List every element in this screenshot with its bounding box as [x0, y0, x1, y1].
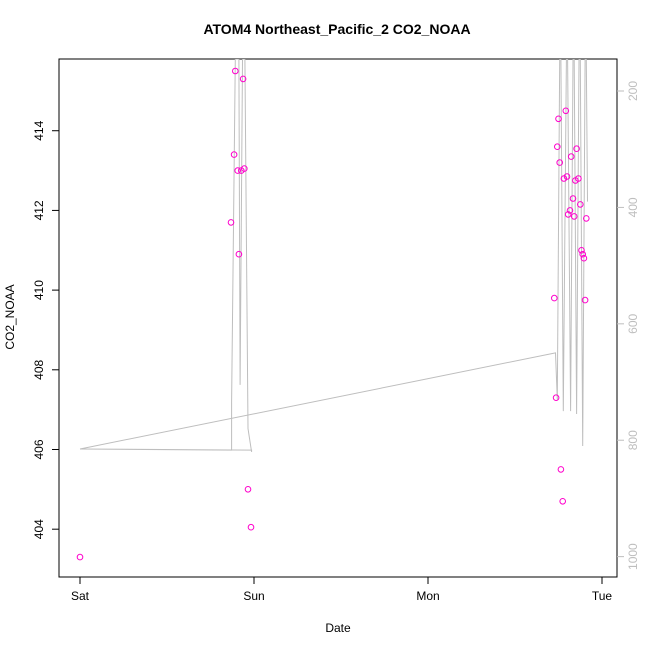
data-point-25: [570, 213, 578, 220]
y-left-tick-label-2: 408: [32, 359, 46, 379]
y-right-tick-label-4: 1000: [626, 543, 640, 570]
data-point-15: [556, 159, 564, 166]
data-point-29: [577, 201, 584, 208]
x-tick-label-1: Sun: [243, 589, 264, 603]
x-tick-label-3: Tue: [592, 589, 613, 603]
data-point-34: [583, 215, 590, 222]
y-right-tick-label-2: 600: [626, 313, 640, 333]
y-right-tick-label-0: 200: [626, 81, 640, 101]
chart-title: ATOM4 Northeast_Pacific_2 CO2_NOAA: [203, 21, 470, 37]
data-point-27: [573, 145, 580, 152]
data-point-4: [234, 167, 241, 174]
pressure-line-1: [79, 59, 253, 452]
data-point-24: [569, 195, 577, 202]
y-right-tick-label-3: 800: [626, 430, 640, 450]
data-point-10: [247, 523, 255, 531]
y-left-tick-label-5: 414: [32, 120, 46, 140]
plot-area: [58, 58, 618, 578]
data-point-5: [235, 250, 243, 258]
x-axis-label: Date: [325, 621, 351, 635]
co2-points: [76, 67, 590, 561]
data-point-33: [581, 296, 589, 304]
data-point-14: [555, 115, 562, 123]
y-left-tick-label-0: 404: [32, 519, 46, 539]
data-point-32: [580, 254, 588, 262]
x-tick-label-0: Sat: [71, 589, 90, 603]
data-point-22: [566, 207, 574, 214]
y-left-tick-label-4: 412: [32, 200, 46, 220]
y-axis-right: 200 400 600 800 1000: [617, 81, 640, 570]
data-point-7: [239, 75, 247, 83]
y-left-tick-label-3: 410: [32, 280, 46, 300]
y-axis-left: 404 406 408 410 412 414: [32, 120, 59, 539]
data-point-3: [232, 67, 239, 75]
data-point-19: [562, 107, 570, 115]
data-point-23: [567, 153, 575, 160]
data-point-0: [76, 553, 84, 561]
data-point-9: [244, 486, 252, 493]
data-point-13: [554, 143, 561, 150]
data-point-31: [579, 250, 587, 258]
y-right-tick-label-1: 400: [626, 197, 640, 217]
data-point-30: [578, 247, 585, 254]
data-point-28: [575, 175, 582, 182]
data-point-2: [230, 151, 238, 158]
data-point-11: [551, 294, 558, 302]
data-point-12: [552, 394, 560, 402]
y-axis-label: CO2_NOAA: [3, 284, 17, 349]
x-tick-label-2: Mon: [416, 589, 439, 603]
x-axis: Sat Sun Mon Tue: [71, 577, 612, 603]
data-point-20: [563, 173, 571, 180]
pressure-lines: [79, 59, 588, 452]
data-point-21: [564, 211, 572, 218]
pressure-line-2: [79, 59, 588, 450]
data-point-17: [559, 498, 567, 505]
data-point-8: [241, 165, 248, 172]
data-point-16: [557, 466, 565, 473]
data-point-1: [227, 219, 235, 226]
plot-frame: [58, 58, 618, 578]
y-left-tick-label-1: 406: [32, 439, 46, 459]
